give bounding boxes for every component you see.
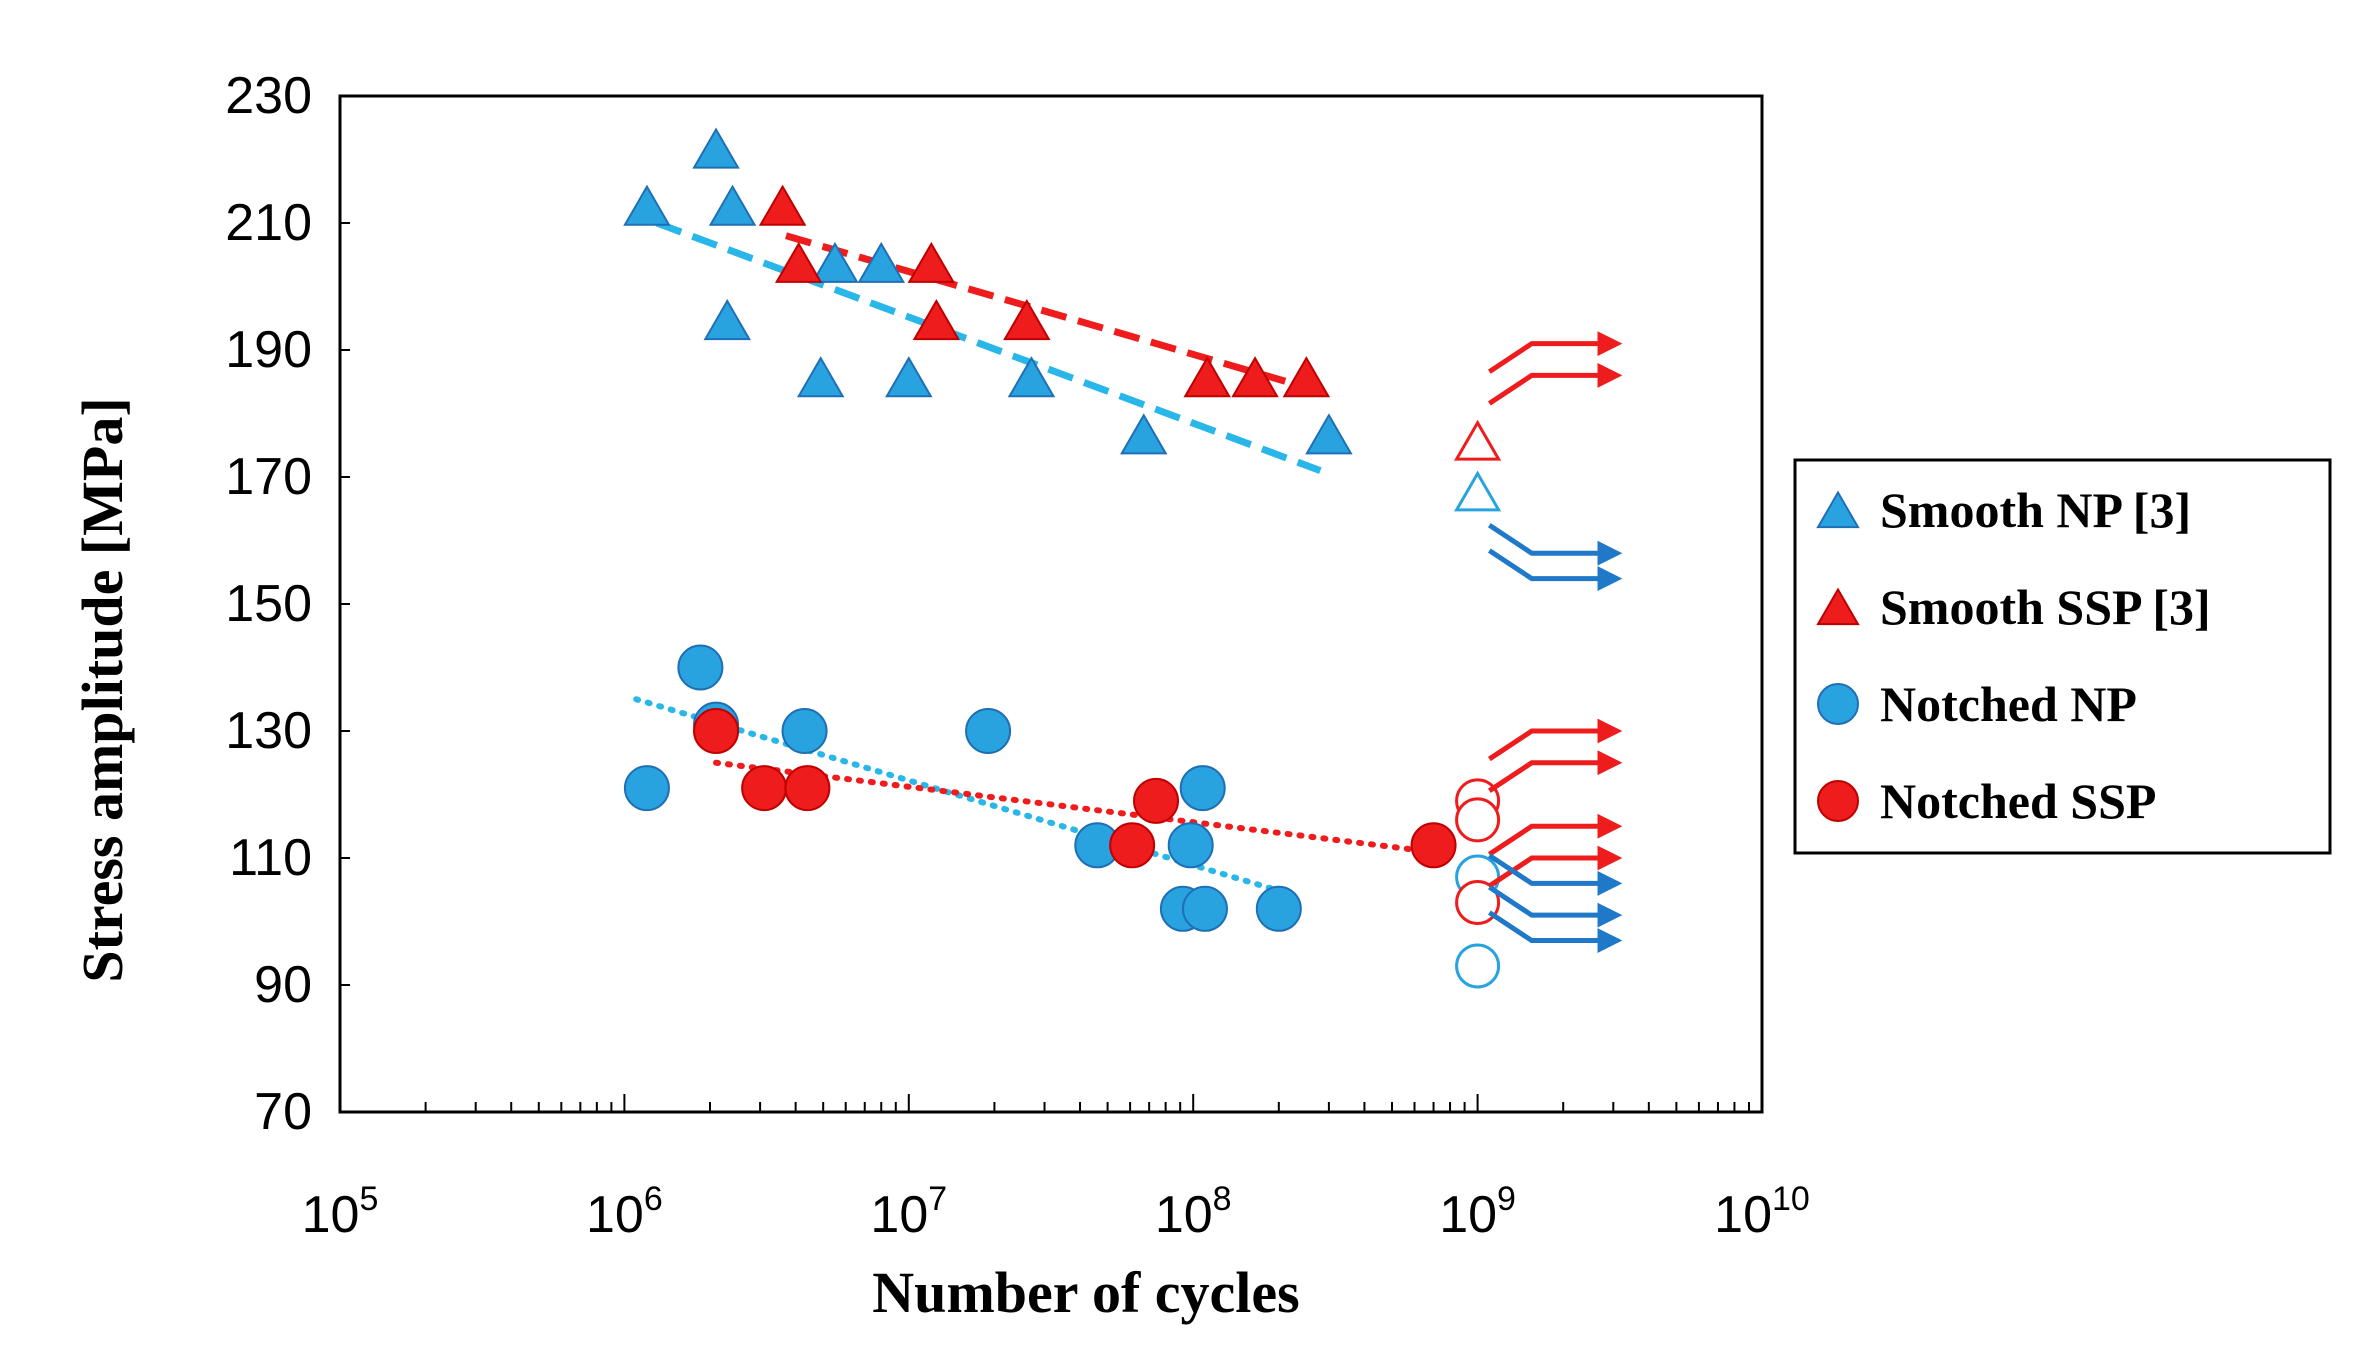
data-point bbox=[784, 765, 831, 812]
data-point bbox=[693, 708, 740, 754]
runout-marker bbox=[1455, 797, 1501, 843]
data-point bbox=[1231, 356, 1279, 398]
data-points bbox=[623, 127, 1457, 932]
data-point bbox=[1410, 822, 1457, 869]
x-tick-label: 108 bbox=[1155, 1180, 1232, 1244]
x-axis-title: Number of cycles bbox=[872, 1260, 1299, 1325]
data-point bbox=[1007, 356, 1056, 398]
y-tick-label: 170 bbox=[225, 448, 312, 506]
data-point bbox=[623, 184, 671, 226]
data-point bbox=[1109, 822, 1156, 869]
legend-marker bbox=[1816, 587, 1860, 626]
runout-arrow bbox=[1487, 331, 1623, 374]
runout-arrow bbox=[1487, 910, 1623, 954]
runout-marker bbox=[1454, 419, 1502, 461]
runout-arrow bbox=[1487, 523, 1623, 566]
data-point bbox=[741, 765, 788, 812]
runout-arrow bbox=[1487, 718, 1623, 762]
x-tick-label: 107 bbox=[870, 1180, 947, 1244]
y-tick-label: 130 bbox=[225, 702, 312, 760]
x-tick-label: 106 bbox=[586, 1180, 663, 1244]
runout-marker bbox=[1455, 879, 1501, 925]
runout-arrow bbox=[1487, 845, 1623, 889]
data-point bbox=[703, 298, 752, 341]
data-point bbox=[1003, 298, 1051, 341]
data-point bbox=[774, 241, 823, 283]
y-axis-title: Stress amplitude [MPa] bbox=[70, 397, 135, 982]
legend-label: Smooth NP [3] bbox=[1880, 482, 2191, 538]
runout-arrow bbox=[1487, 750, 1623, 793]
legend-marker bbox=[1816, 490, 1860, 529]
y-tick-label: 210 bbox=[225, 194, 312, 252]
trend-line bbox=[655, 219, 1322, 474]
x-tick-label: 105 bbox=[302, 1180, 379, 1244]
y-tick-label: 90 bbox=[254, 956, 312, 1014]
x-tick-label: 109 bbox=[1439, 1180, 1516, 1244]
y-tick-label: 150 bbox=[225, 575, 312, 633]
trend-line bbox=[713, 759, 1433, 855]
x-axis: 105 106 107 108 109 1010 bbox=[302, 1094, 1810, 1244]
data-point bbox=[677, 644, 724, 691]
y-tick-label: 110 bbox=[229, 829, 312, 887]
y-axis: 70 90 110 130 150 170 190 210 230 bbox=[225, 67, 350, 1141]
runout-arrow bbox=[1487, 548, 1623, 592]
runout-marker bbox=[1454, 470, 1502, 512]
runout-arrows bbox=[1487, 331, 1623, 954]
plot-area bbox=[338, 94, 1764, 1114]
data-point bbox=[758, 184, 807, 226]
data-point bbox=[1181, 885, 1228, 932]
data-point bbox=[907, 241, 956, 283]
runout-arrow bbox=[1487, 885, 1623, 928]
data-point bbox=[857, 241, 905, 283]
runout-arrow bbox=[1487, 853, 1623, 896]
data-point bbox=[781, 708, 828, 754]
data-point bbox=[1179, 765, 1226, 812]
legend: Smooth NP [3] Smooth SSP [3] Notched NP Not… bbox=[1793, 458, 2332, 855]
y-tick-label: 70 bbox=[254, 1083, 312, 1141]
data-point bbox=[708, 184, 757, 226]
data-point bbox=[796, 356, 845, 398]
data-point bbox=[885, 356, 933, 398]
data-point bbox=[1167, 822, 1214, 869]
y-tick-label: 190 bbox=[225, 321, 312, 379]
legend-label: Notched SSP bbox=[1880, 773, 2156, 829]
legend-label: Smooth SSP [3] bbox=[1880, 579, 2211, 635]
legend-box bbox=[1793, 458, 2332, 855]
data-point bbox=[1183, 356, 1231, 398]
data-point bbox=[965, 708, 1012, 754]
data-point bbox=[912, 298, 961, 341]
data-point bbox=[1120, 413, 1168, 455]
y-tick-label: 230 bbox=[225, 67, 312, 125]
runout-markers bbox=[1454, 419, 1502, 989]
data-point bbox=[1305, 413, 1353, 455]
data-point bbox=[1255, 885, 1302, 932]
runout-arrow bbox=[1487, 813, 1623, 857]
runout-marker bbox=[1455, 943, 1501, 989]
data-point bbox=[623, 765, 670, 812]
legend-marker bbox=[1817, 683, 1859, 725]
runout-arrow bbox=[1487, 362, 1623, 406]
data-point bbox=[811, 241, 859, 283]
legend-marker bbox=[1817, 780, 1859, 822]
legend-label: Notched NP bbox=[1880, 676, 2137, 732]
data-point bbox=[1133, 777, 1180, 824]
x-tick-label: 1010 bbox=[1714, 1180, 1810, 1244]
data-point bbox=[692, 127, 740, 169]
data-point bbox=[1282, 356, 1331, 398]
